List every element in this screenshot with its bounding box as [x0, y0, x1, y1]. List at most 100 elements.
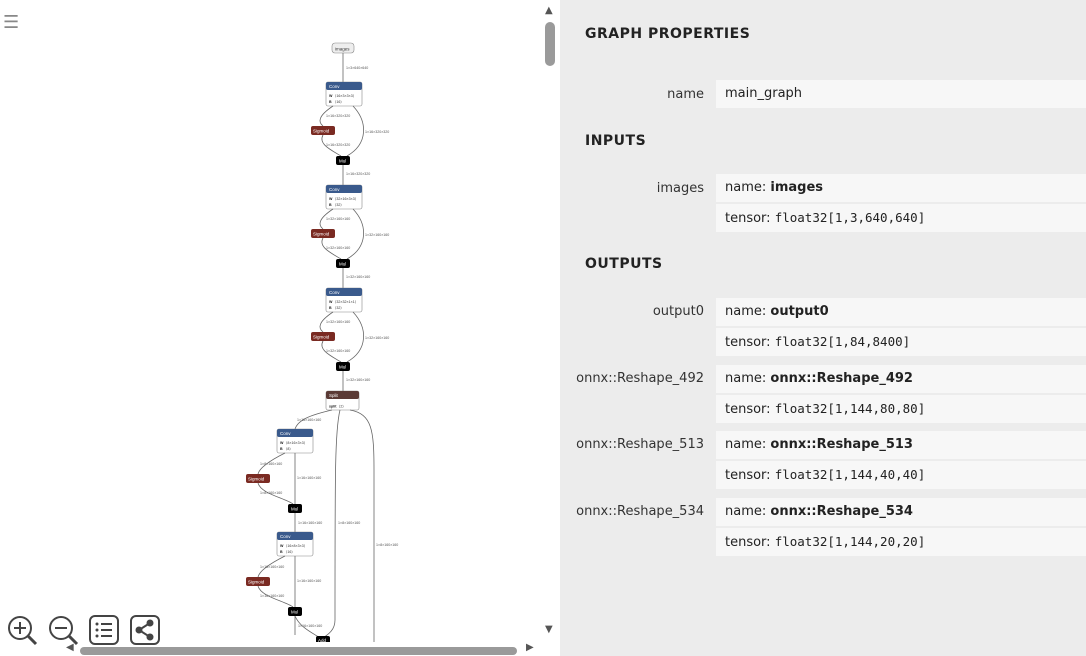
conv-node-label: Conv [329, 187, 340, 192]
conv-bias-shape: ⟨32⟩ [335, 305, 342, 310]
output-name: onnx::Reshape_513 [770, 437, 913, 452]
inputs-title: INPUTS [585, 133, 647, 149]
mul-node-label: Mul [339, 159, 346, 164]
output-box: name: output0 tensor: float32[1,84,8400] [716, 298, 1086, 356]
graph-edge [257, 555, 286, 578]
vertical-scrollbar[interactable]: ▲ ▼ [541, 0, 560, 642]
tensor-prefix: tensor: [725, 535, 775, 550]
output-name: onnx::Reshape_534 [770, 504, 913, 519]
name-prefix: name: [725, 180, 771, 195]
output-label: onnx::Reshape_534 [576, 504, 704, 519]
output-name: onnx::Reshape_492 [770, 371, 913, 386]
conv-weight-key: W [329, 300, 333, 304]
edge-label: 1×16×320×320 [346, 172, 370, 176]
zoom-out-icon[interactable] [47, 614, 79, 646]
conv-node-header [277, 429, 313, 437]
conv-node-label: Conv [329, 84, 340, 89]
add-node-label: Add [318, 638, 327, 642]
output-tensor-cell: tensor: float32[1,144,80,80] [716, 393, 1086, 423]
mul-node-label: Mul [339, 365, 346, 370]
conv-bias-key: B [329, 203, 332, 207]
list-icon[interactable] [88, 614, 120, 646]
conv-bias-shape: ⟨16⟩ [286, 549, 293, 554]
output-tensor: float32[1,144,40,40] [774, 467, 926, 482]
scroll-up-icon[interactable]: ▲ [545, 5, 553, 16]
edge-label: 1×16×160×160 [297, 579, 321, 583]
edge-label: 1×16×160×160 [260, 594, 284, 598]
horizontal-scroll-thumb[interactable] [80, 647, 517, 655]
sigmoid-node[interactable] [246, 474, 270, 483]
mul-node[interactable] [288, 504, 302, 513]
conv-node-header [326, 288, 362, 296]
input-node-label: images [335, 47, 350, 52]
edge-label: 1×32×160×160 [365, 233, 389, 237]
scroll-right-icon[interactable]: ▶ [526, 642, 534, 653]
input-label: images [656, 181, 704, 196]
share-icon[interactable] [129, 614, 161, 646]
sigmoid-node[interactable] [246, 577, 270, 586]
split-attr-value: ⟨2⟩ [339, 404, 344, 409]
edge-label: 1×32×160×160 [346, 275, 370, 279]
tensor-prefix: tensor: [725, 335, 775, 350]
edge-label: 1×32×160×160 [326, 217, 350, 221]
input-name-cell: name: images [716, 174, 1086, 202]
graph-edge [321, 237, 342, 260]
output-name-cell: name: onnx::Reshape_513 [716, 431, 1086, 459]
input-name: images [770, 180, 824, 195]
mul-node[interactable] [288, 607, 302, 616]
conv-bias-shape: ⟨32⟩ [335, 202, 342, 207]
mul-node[interactable] [336, 362, 350, 371]
output-name-cell: name: onnx::Reshape_534 [716, 498, 1086, 526]
sigmoid-node-label: Sigmoid [313, 335, 330, 340]
add-node[interactable] [316, 636, 330, 642]
sigmoid-node-label: Sigmoid [313, 232, 330, 237]
conv-bias-key: B [329, 100, 332, 104]
edge-label: 1×8×160×160 [260, 491, 282, 495]
output-label: onnx::Reshape_513 [576, 437, 704, 452]
graph-edge [257, 585, 294, 608]
mul-node[interactable] [336, 156, 350, 165]
output-name: output0 [770, 304, 829, 319]
conv-node-header [277, 532, 313, 540]
edge-label: 1×32×160×160 [326, 320, 350, 324]
graph-edge [257, 482, 294, 505]
graph-canvas[interactable]: images 1×3×640×640 Conv W ⟨16×3×3×3⟩ B ⟨16⟩ Sig… [0, 0, 560, 656]
graph-edge [321, 134, 342, 157]
scroll-down-icon[interactable]: ▼ [545, 624, 553, 635]
input-box: name: images tensor: float32[1,3,640,640… [716, 174, 1086, 232]
sigmoid-node-label: Sigmoid [248, 580, 265, 585]
graph-edge [346, 311, 364, 363]
input-tensor-cell: tensor: float32[1,3,640,640] [716, 202, 1086, 232]
graph-edge [319, 105, 334, 127]
conv-node-header [326, 185, 362, 193]
sigmoid-node[interactable] [311, 229, 335, 238]
split-attr-key: split [329, 405, 337, 409]
split-node-header [326, 391, 359, 399]
vertical-scroll-thumb[interactable] [545, 22, 555, 66]
output-tensor: float32[1,144,80,80] [774, 401, 926, 416]
sigmoid-node[interactable] [311, 332, 335, 341]
tensor-prefix: tensor: [725, 402, 775, 417]
conv-node-header [326, 82, 362, 90]
output-tensor: float32[1,84,8400] [774, 334, 911, 349]
conv-weight-key: W [329, 94, 333, 98]
output-label: onnx::Reshape_492 [576, 371, 704, 386]
edge-label: 1×32×160×160 [326, 246, 350, 250]
mul-node[interactable] [336, 259, 350, 268]
sigmoid-node-label: Sigmoid [313, 129, 330, 134]
conv-weight-key: W [329, 197, 333, 201]
conv-bias-key: B [280, 550, 283, 554]
graph-edge [346, 105, 364, 157]
conv-node-label: Conv [329, 290, 340, 295]
edge-label: 1×16×320×320 [326, 114, 350, 118]
edge-label: 1×8×160×160 [338, 521, 360, 525]
scroll-left-icon[interactable]: ◀ [66, 642, 74, 653]
edge-label: 1×32×160×160 [346, 378, 370, 382]
sigmoid-node[interactable] [311, 126, 335, 135]
zoom-in-icon[interactable] [6, 614, 38, 646]
menu-icon[interactable]: ☰ [3, 12, 20, 33]
horizontal-scrollbar[interactable]: ◀ ▶ [0, 642, 541, 656]
graph-edge [322, 409, 341, 639]
conv-weight-shape: ⟨32×16×3×3⟩ [335, 196, 357, 201]
